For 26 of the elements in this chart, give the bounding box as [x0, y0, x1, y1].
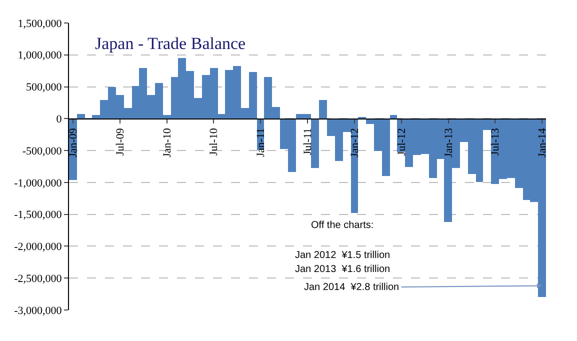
x-tick-label: Jan-13 [442, 128, 455, 158]
y-tick-label: 0 [56, 114, 62, 126]
text: Japan - Trade Balance [95, 34, 246, 53]
annotation: Jan 2013 ¥1.6 trillion [295, 264, 390, 275]
annotation: Off the charts: [311, 220, 374, 231]
x-tick-label: Jul-12 [396, 128, 408, 156]
x-tick-label: Jan-09 [67, 128, 80, 158]
x-tick-label: Jul-11 [302, 128, 314, 156]
y-tick-label: -3,000,000 [14, 304, 62, 317]
x-tick-label: Jul-10 [208, 128, 220, 156]
y-tick-label: -1,000,000 [14, 177, 62, 190]
x-tick-label: Jan-14 [536, 128, 549, 158]
y-tick-label: -2,500,000 [14, 272, 62, 285]
x-tick-label: Jul-13 [490, 128, 502, 156]
y-tick-label: -2,000,000 [14, 241, 62, 254]
y-tick-label: 1,000,000 [18, 50, 62, 62]
y-tick-label: 500,000 [26, 82, 62, 94]
y-tick-label: 1,500,000 [18, 18, 62, 30]
annotation: Jan 2014 ¥2.8 trillion [304, 282, 400, 293]
annotation: Jan 2012 ¥1.5 trillion [295, 250, 390, 261]
x-tick-label: Jan-12 [348, 128, 361, 158]
x-tick-label: Jan-11 [255, 128, 268, 157]
x-tick-label: Jul-09 [114, 128, 126, 156]
y-tick-label: -500,000 [22, 145, 62, 158]
x-tick-label: Jan-10 [161, 128, 174, 158]
y-tick-label: -1,500,000 [14, 209, 62, 222]
